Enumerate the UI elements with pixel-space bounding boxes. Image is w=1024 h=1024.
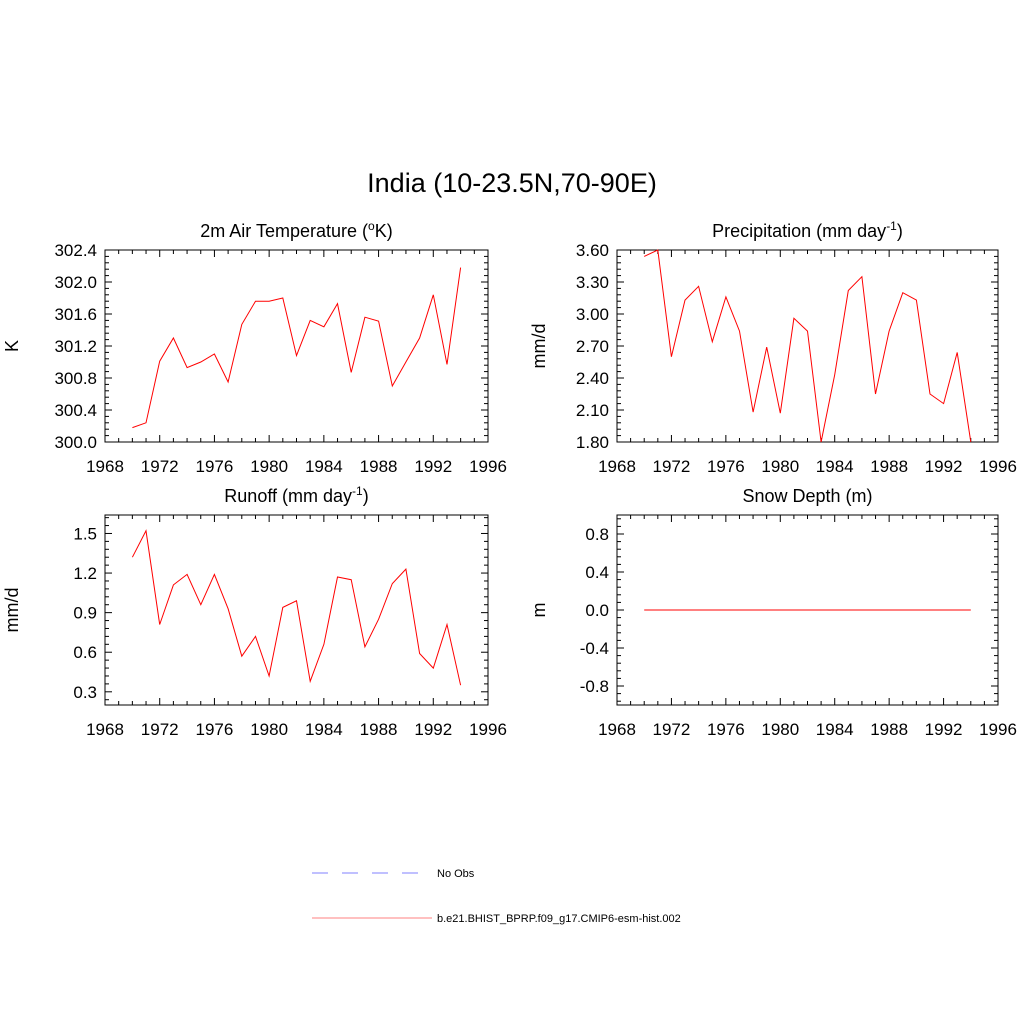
y-tick-label: 300.0 [54,433,97,452]
x-tick-label: 1972 [653,720,691,739]
y-tick-label: 2.10 [576,401,609,420]
x-tick-label: 1968 [598,457,636,476]
x-tick-label: 1988 [360,720,398,739]
panel-1: 1968 1972 1976 1980 1984 1988 1992 1996 300.0 300… [2,219,507,476]
x-tick-label: 1976 [196,720,234,739]
x-tick-label: 1992 [414,457,452,476]
x-tick-label: 1984 [816,457,854,476]
x-tick-label: 1984 [816,720,854,739]
y-tick-label: 3.00 [576,305,609,324]
y-tick-label: 2.70 [576,337,609,356]
x-tick-label: 1980 [250,457,288,476]
x-tick-label: 1992 [414,720,452,739]
y-tick-label: 0.3 [73,683,97,702]
x-tick-label: 1996 [469,457,507,476]
x-tick-label: 1968 [86,457,124,476]
x-tick-label: 1988 [870,457,908,476]
y-tick-label: 1.80 [576,433,609,452]
legend: No Obs b.e21.BHIST_BPRP.f09_g17.CMIP6-esm… [312,868,681,925]
plot-frame [104,249,489,443]
x-tick-label: 1972 [141,720,179,739]
y-axis-label: mm/d [2,588,22,633]
y-tick-label: 3.30 [576,273,609,292]
figure-title: India (10-23.5N,70-90E) [367,168,657,198]
series-line [132,267,462,429]
y-axis-label: mm/d [529,324,549,369]
y-tick-label: 1.2 [73,564,97,583]
legend-obs-label: No Obs [437,868,475,880]
series-line [643,249,972,443]
y-tick-label: -0.8 [580,677,609,696]
y-tick-label: 0.4 [585,563,609,582]
x-tick-label: 1968 [598,720,636,739]
y-tick-label: 0.9 [73,604,97,623]
plot-frame [104,514,489,706]
x-tick-label: 1972 [653,457,691,476]
y-tick-label: -0.4 [580,639,609,658]
x-tick-label: 1996 [469,720,507,739]
x-tick-label: 1996 [979,720,1017,739]
panel-4: 1968 1972 1976 1980 1984 1988 1992 1996 -0.8 -0.4… [529,486,1017,739]
x-tick-label: 1984 [305,457,343,476]
panel-title: Runoff (mm day-1) [224,484,368,506]
x-tick-label: 1992 [925,457,963,476]
x-tick-label: 1984 [305,720,343,739]
panel-3: 1968 1972 1976 1980 1984 1988 1992 1996 0.3 0.6 0.… [2,484,507,739]
x-tick-label: 1996 [979,457,1017,476]
panel-2: 1968 1972 1976 1980 1984 1988 1992 1996 1.80 2.10… [529,219,1017,476]
y-axis-label: K [2,340,22,352]
panel-title: Snow Depth (m) [742,486,872,506]
y-tick-label: 1.5 [73,524,97,543]
y-tick-label: 301.6 [54,305,97,324]
y-tick-label: 301.2 [54,337,97,356]
y-tick-label: 0.8 [585,525,609,544]
x-tick-label: 1976 [707,720,745,739]
x-tick-label: 1968 [86,720,124,739]
y-tick-label: 300.4 [54,401,97,420]
y-tick-label: 0.6 [73,643,97,662]
panel-title: 2m Air Temperature (oK) [200,219,392,241]
x-tick-label: 1992 [925,720,963,739]
y-tick-label: 302.4 [54,241,97,260]
y-tick-label: 3.60 [576,241,609,260]
x-tick-label: 1980 [761,457,799,476]
y-tick-label: 2.40 [576,369,609,388]
legend-model-label: b.e21.BHIST_BPRP.f09_g17.CMIP6-esm-hist.… [437,913,681,925]
x-tick-label: 1988 [360,457,398,476]
x-tick-label: 1988 [870,720,908,739]
y-axis-label: m [529,603,549,618]
series-line [131,529,462,686]
y-tick-label: 302.0 [54,273,97,292]
x-tick-label: 1972 [141,457,179,476]
y-tick-label: 0.0 [585,601,609,620]
x-tick-label: 1976 [196,457,234,476]
x-tick-label: 1976 [707,457,745,476]
y-tick-label: 300.8 [54,369,97,388]
x-tick-label: 1980 [250,720,288,739]
panel-title: Precipitation (mm day-1) [712,219,903,241]
x-tick-label: 1980 [761,720,799,739]
